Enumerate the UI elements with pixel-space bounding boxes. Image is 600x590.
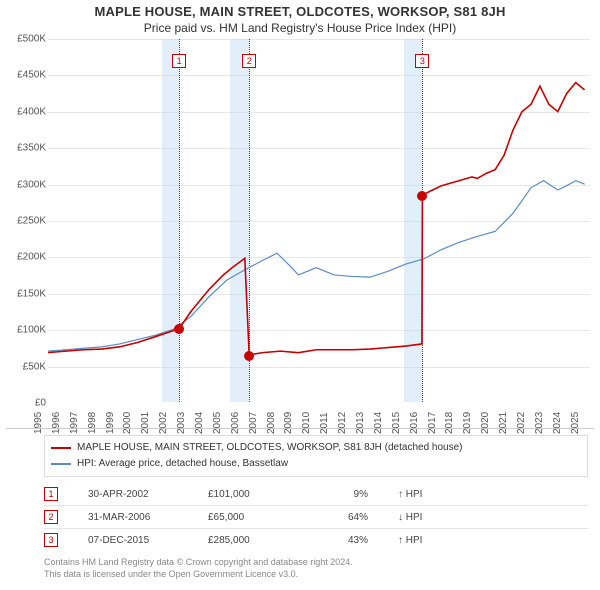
event-row-date: 31-MAR-2006	[88, 512, 178, 523]
x-tick-label: 2019	[462, 412, 473, 434]
event-row-pct: 64%	[318, 512, 368, 523]
legend-swatch	[51, 447, 71, 449]
legend-label: MAPLE HOUSE, MAIN STREET, OLDCOTES, WORK…	[77, 440, 463, 456]
footer-line-1: Contains HM Land Registry data © Crown c…	[44, 557, 588, 569]
x-tick-label: 2023	[534, 412, 545, 434]
event-row-arrow: ↓ HPI	[398, 512, 422, 523]
x-tick-label: 1998	[87, 412, 98, 434]
legend-label: HPI: Average price, detached house, Bass…	[77, 456, 288, 472]
event-row-badge: 1	[44, 487, 58, 501]
events-table: 1 30-APR-2002 £101,000 9% ↑ HPI 2 31-MAR-2006 £…	[44, 483, 588, 551]
event-row: 3 07-DEC-2015 £285,000 43% ↑ HPI	[44, 529, 588, 551]
footer-line-2: This data is licensed under the Open Gov…	[44, 569, 588, 581]
x-tick-label: 2013	[355, 412, 366, 434]
x-tick-label: 2000	[122, 412, 133, 434]
event-row-pct: 43%	[318, 535, 368, 546]
x-tick-label: 2004	[194, 412, 205, 434]
y-tick-label: £350K	[6, 143, 46, 154]
x-tick-label: 2022	[516, 412, 527, 434]
series-line	[48, 83, 585, 355]
x-tick-label: 2020	[480, 412, 491, 434]
x-tick-label: 2008	[266, 412, 277, 434]
event-row-date: 07-DEC-2015	[88, 535, 178, 546]
x-tick-label: 2016	[409, 412, 420, 434]
y-tick-label: £200K	[6, 252, 46, 263]
x-tick-label: 2003	[176, 412, 187, 434]
x-tick-label: 2002	[158, 412, 169, 434]
y-tick-label: £250K	[6, 216, 46, 227]
x-tick-label: 2009	[283, 412, 294, 434]
footer-note: Contains HM Land Registry data © Crown c…	[44, 557, 588, 580]
x-tick-label: 2007	[248, 412, 259, 434]
x-tick-label: 1997	[69, 412, 80, 434]
x-tick-label: 2014	[373, 412, 384, 434]
x-tick-label: 2024	[552, 412, 563, 434]
x-tick-label: 2010	[301, 412, 312, 434]
y-tick-label: £100K	[6, 325, 46, 336]
event-row-price: £101,000	[208, 489, 288, 500]
y-tick-label: £450K	[6, 70, 46, 81]
event-row-price: £285,000	[208, 535, 288, 546]
line-layer	[48, 39, 590, 402]
event-row-pct: 9%	[318, 489, 368, 500]
x-tick-label: 2017	[427, 412, 438, 434]
x-tick-label: 2021	[498, 412, 509, 434]
event-dot	[244, 351, 254, 361]
x-tick-label: 2025	[570, 412, 581, 434]
y-tick-label: £300K	[6, 179, 46, 190]
x-tick-label: 1996	[51, 412, 62, 434]
event-row-date: 30-APR-2002	[88, 489, 178, 500]
event-row-price: £65,000	[208, 512, 288, 523]
event-row: 2 31-MAR-2006 £65,000 64% ↓ HPI	[44, 506, 588, 529]
y-tick-label: £150K	[6, 288, 46, 299]
legend-swatch	[51, 463, 71, 465]
legend-row: HPI: Average price, detached house, Bass…	[51, 456, 581, 472]
y-tick-label: £0	[6, 398, 46, 409]
legend: MAPLE HOUSE, MAIN STREET, OLDCOTES, WORK…	[44, 435, 588, 477]
x-tick-label: 2005	[212, 412, 223, 434]
event-dot	[417, 191, 427, 201]
x-tick-label: 2018	[444, 412, 455, 434]
event-dot	[174, 324, 184, 334]
y-tick-label: £400K	[6, 106, 46, 117]
event-row-arrow: ↑ HPI	[398, 489, 422, 500]
x-axis: 1995199619971998199920002001200220032004…	[48, 402, 590, 428]
event-row-badge: 3	[44, 533, 58, 547]
event-row-badge: 2	[44, 510, 58, 524]
y-tick-label: £50K	[6, 361, 46, 372]
x-tick-label: 1999	[105, 412, 116, 434]
event-row: 1 30-APR-2002 £101,000 9% ↑ HPI	[44, 483, 588, 506]
event-row-arrow: ↑ HPI	[398, 535, 422, 546]
x-tick-label: 2015	[391, 412, 402, 434]
page-subtitle: Price paid vs. HM Land Registry's House …	[6, 21, 594, 35]
y-tick-label: £500K	[6, 34, 46, 45]
series-line	[48, 181, 585, 352]
plot-area: 123	[48, 39, 590, 402]
page-title: MAPLE HOUSE, MAIN STREET, OLDCOTES, WORK…	[6, 4, 594, 19]
x-tick-label: 2006	[230, 412, 241, 434]
x-tick-label: 2001	[140, 412, 151, 434]
x-tick-label: 2012	[337, 412, 348, 434]
chart: 123 199519961997199819992000200120022003…	[6, 39, 594, 429]
legend-row: MAPLE HOUSE, MAIN STREET, OLDCOTES, WORK…	[51, 440, 581, 456]
x-tick-label: 2011	[319, 412, 330, 434]
x-tick-label: 1995	[33, 412, 44, 434]
